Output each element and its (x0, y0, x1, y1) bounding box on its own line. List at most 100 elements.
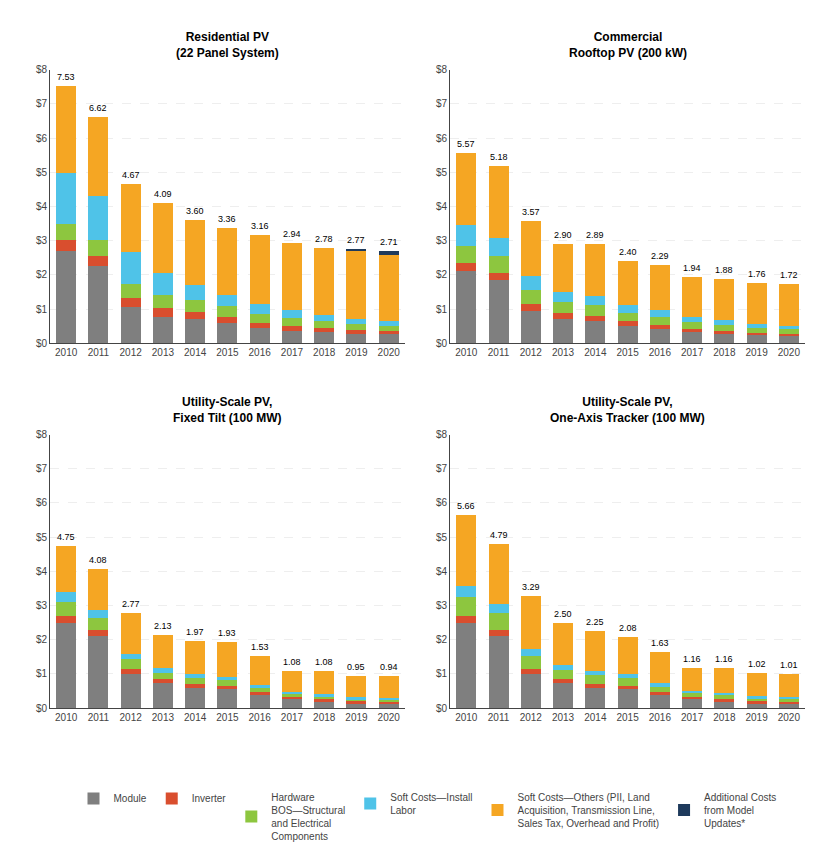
svg-text:$8: $8 (36, 64, 48, 75)
svg-text:$1: $1 (436, 304, 448, 315)
svg-text:$0: $0 (436, 703, 448, 714)
svg-text:2013: 2013 (552, 712, 575, 723)
svg-text:Soft Costs—InstallLabor: Soft Costs—InstallLabor (390, 792, 472, 816)
svg-text:$4: $4 (436, 201, 448, 212)
svg-text:$0: $0 (36, 338, 48, 349)
svg-text:3.29: 3.29 (522, 582, 540, 592)
svg-text:1.53: 1.53 (251, 642, 269, 652)
svg-text:$6: $6 (436, 497, 448, 508)
svg-text:1.94: 1.94 (683, 263, 701, 273)
svg-text:6.62: 6.62 (89, 103, 107, 113)
svg-text:2.90: 2.90 (554, 230, 572, 240)
svg-text:Module: Module (114, 793, 147, 804)
svg-text:2010: 2010 (455, 347, 478, 358)
svg-text:4.08: 4.08 (89, 555, 107, 565)
svg-text:2016: 2016 (249, 712, 272, 723)
svg-text:2.77: 2.77 (122, 599, 140, 609)
svg-text:4.75: 4.75 (57, 532, 75, 542)
svg-text:2018: 2018 (313, 347, 336, 358)
svg-text:2011: 2011 (488, 712, 510, 723)
svg-text:3.16: 3.16 (251, 221, 269, 231)
svg-text:$0: $0 (436, 338, 448, 349)
svg-text:2016: 2016 (649, 347, 672, 358)
svg-text:$4: $4 (436, 566, 448, 577)
svg-text:2018: 2018 (313, 712, 336, 723)
svg-text:2020: 2020 (778, 712, 801, 723)
svg-text:$3: $3 (436, 235, 448, 246)
svg-text:1.16: 1.16 (715, 654, 733, 664)
svg-text:HardwareBOS—Structuraland Elec: HardwareBOS—Structuraland ElectricalComp… (271, 792, 345, 842)
svg-text:Inverter: Inverter (192, 793, 227, 804)
svg-text:$8: $8 (436, 64, 448, 75)
svg-text:2.94: 2.94 (283, 229, 301, 239)
svg-text:1.93: 1.93 (218, 628, 236, 638)
svg-text:2019: 2019 (345, 712, 368, 723)
svg-text:$5: $5 (436, 532, 448, 543)
svg-text:$7: $7 (36, 98, 48, 109)
svg-text:1.16: 1.16 (683, 654, 701, 664)
svg-text:2013: 2013 (152, 712, 175, 723)
svg-text:2014: 2014 (584, 712, 607, 723)
svg-text:$1: $1 (436, 668, 448, 679)
svg-text:2019: 2019 (745, 347, 768, 358)
svg-text:$6: $6 (36, 497, 48, 508)
svg-text:1.08: 1.08 (315, 657, 333, 667)
svg-text:1.72: 1.72 (780, 270, 798, 280)
svg-text:2011: 2011 (88, 712, 110, 723)
svg-text:2017: 2017 (681, 712, 704, 723)
svg-text:$5: $5 (36, 532, 48, 543)
svg-text:2020: 2020 (378, 712, 401, 723)
svg-text:2019: 2019 (745, 712, 768, 723)
svg-text:2.71: 2.71 (380, 237, 398, 247)
svg-text:2014: 2014 (184, 712, 207, 723)
svg-text:2.13: 2.13 (154, 621, 172, 631)
svg-text:3.60: 3.60 (186, 206, 204, 216)
svg-text:5.57: 5.57 (457, 139, 475, 149)
svg-text:2.78: 2.78 (315, 234, 333, 244)
svg-text:$2: $2 (36, 269, 48, 280)
svg-text:$2: $2 (436, 634, 448, 645)
svg-text:$8: $8 (36, 429, 48, 440)
svg-text:2013: 2013 (152, 347, 175, 358)
svg-text:$7: $7 (436, 463, 448, 474)
svg-text:Utility-Scale PV,Fixed Tilt (1: Utility-Scale PV,Fixed Tilt (100 MW) (173, 395, 281, 425)
svg-text:2012: 2012 (120, 347, 143, 358)
svg-text:Additional Costsfrom ModelUpda: Additional Costsfrom ModelUpdates* (704, 792, 776, 829)
svg-text:$7: $7 (436, 98, 448, 109)
svg-text:$1: $1 (36, 668, 48, 679)
svg-text:$5: $5 (36, 167, 48, 178)
svg-text:1.01: 1.01 (780, 660, 798, 670)
svg-text:$3: $3 (36, 235, 48, 246)
svg-text:2018: 2018 (713, 347, 736, 358)
svg-text:2.29: 2.29 (651, 251, 669, 261)
svg-text:$4: $4 (36, 201, 48, 212)
svg-text:$3: $3 (436, 600, 448, 611)
svg-text:1.76: 1.76 (748, 269, 766, 279)
svg-text:$6: $6 (36, 133, 48, 144)
svg-text:$2: $2 (36, 634, 48, 645)
svg-text:Residential PV(22 Panel System: Residential PV(22 Panel System) (176, 30, 279, 60)
svg-text:$7: $7 (36, 463, 48, 474)
svg-text:2016: 2016 (649, 712, 672, 723)
svg-text:3.57: 3.57 (522, 207, 540, 217)
svg-text:2012: 2012 (520, 712, 543, 723)
svg-text:2011: 2011 (88, 347, 110, 358)
svg-text:4.67: 4.67 (122, 170, 140, 180)
svg-text:$2: $2 (436, 269, 448, 280)
svg-text:1.08: 1.08 (283, 657, 301, 667)
svg-text:CommercialRooftop PV (200 kW): CommercialRooftop PV (200 kW) (569, 30, 687, 60)
svg-text:$8: $8 (436, 429, 448, 440)
svg-text:$6: $6 (436, 133, 448, 144)
svg-text:$5: $5 (436, 167, 448, 178)
svg-text:5.18: 5.18 (490, 152, 508, 162)
svg-text:Soft Costs—Others (PII, LandAc: Soft Costs—Others (PII, LandAcquisition,… (517, 792, 659, 829)
svg-text:$1: $1 (36, 304, 48, 315)
svg-text:2020: 2020 (378, 347, 401, 358)
svg-text:2016: 2016 (249, 347, 272, 358)
svg-text:2.77: 2.77 (347, 235, 365, 245)
svg-text:2.40: 2.40 (619, 247, 637, 257)
svg-text:7.53: 7.53 (57, 72, 75, 82)
svg-text:1.63: 1.63 (651, 638, 669, 648)
svg-text:$0: $0 (36, 703, 48, 714)
svg-text:2015: 2015 (616, 347, 639, 358)
